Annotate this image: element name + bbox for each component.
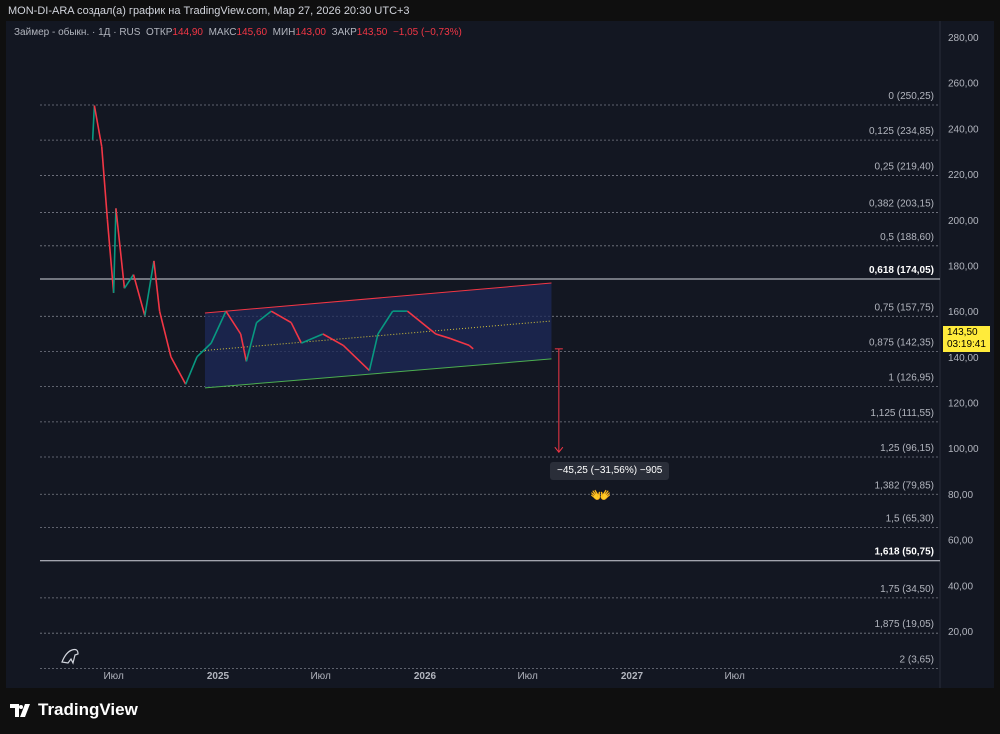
price-segment: [406, 310, 437, 335]
tradingview-logo-icon: [10, 703, 30, 717]
price-segment: [435, 333, 451, 340]
symbol-label[interactable]: Займер - обыкн. · 1Д · RUS: [14, 27, 141, 38]
fib-level-label: 0,875 (142,35): [869, 337, 934, 348]
price-segment: [377, 310, 394, 335]
fib-level-label: 1,25 (96,15): [880, 443, 934, 454]
high-label: МАКС: [208, 27, 237, 38]
price-segment: [100, 146, 109, 220]
brand-name: TradingView: [38, 700, 138, 719]
fib-level-label: 1,382 (79,85): [875, 480, 935, 491]
open-label: ОТКР: [146, 27, 173, 38]
y-tick-label: 180,00: [948, 261, 979, 272]
channel-upper-line: [204, 282, 552, 314]
fib-level-label: 1,875 (19,05): [875, 619, 935, 630]
price-segment: [225, 310, 242, 335]
fib-level-label: 1 (126,95): [888, 373, 934, 384]
open-value: 144,90: [172, 27, 203, 38]
measure-label: −45,25 (−31,56%) −905: [550, 462, 670, 480]
price-segment: [450, 337, 470, 347]
y-tick-label: 120,00: [948, 399, 979, 410]
price-segment: [196, 342, 212, 358]
price-segment: [239, 333, 248, 362]
price-segment: [123, 274, 135, 289]
y-tick-label: 20,00: [948, 627, 973, 638]
fib-level-label: 1,5 (65,30): [886, 514, 934, 525]
fib-level-label: 0,382 (203,15): [869, 199, 934, 210]
fib-level-label: 0,125 (234,85): [869, 126, 934, 137]
y-tick-label: 60,00: [948, 536, 973, 547]
chart-caption: MON-DI-ARA создал(а) график на TradingVi…: [8, 5, 410, 17]
price-segment: [158, 310, 172, 358]
y-tick-label: 280,00: [948, 33, 979, 44]
change-value: −1,05 (−0,73%): [392, 27, 462, 38]
y-tick-label: 260,00: [948, 79, 979, 90]
high-value: 145,60: [236, 27, 268, 38]
fib-level-label: 0,5 (188,60): [880, 232, 934, 243]
fib-level-label: 0,618 (174,05): [869, 265, 934, 276]
x-tick-label: 2025: [207, 671, 230, 682]
price-segment: [256, 310, 272, 324]
x-tick-label: Июл: [103, 671, 123, 682]
price-segment: [144, 260, 155, 316]
y-tick-label: 200,00: [948, 216, 979, 227]
tradingview-logo[interactable]: TradingView: [10, 700, 138, 720]
low-value: 143,00: [295, 27, 326, 38]
price-segment: [153, 260, 161, 312]
y-tick-label: 80,00: [948, 490, 973, 501]
price-segment: [115, 208, 126, 289]
price-segment: [132, 274, 146, 316]
channel-median-line: [204, 320, 552, 351]
price-segment: [290, 322, 303, 344]
price-segment: [210, 310, 227, 344]
price-segment: [368, 333, 379, 371]
y-tick-label: 240,00: [948, 124, 979, 135]
close-value: 143,50: [356, 27, 388, 38]
price-segment: [301, 333, 324, 344]
hands-emoji: 👐: [590, 486, 612, 505]
x-tick-label: 2027: [621, 671, 644, 682]
fib-level-label: 0,25 (219,40): [875, 161, 935, 172]
price-segment: [342, 344, 370, 372]
close-label: ЗАКР: [331, 27, 357, 38]
price-segment: [93, 105, 103, 147]
fib-level-label: 1,75 (34,50): [880, 584, 934, 595]
y-tick-label: 160,00: [948, 307, 979, 318]
price-segment: [468, 344, 474, 350]
price-tag-countdown: 03:19:41: [947, 339, 986, 350]
x-tick-label: 2026: [414, 671, 437, 682]
y-tick-label: 220,00: [948, 170, 979, 181]
measure-arrow-head: [554, 446, 564, 454]
fib-level-label: 0,75 (157,75): [875, 302, 935, 313]
fib-level-label: 1,618 (50,75): [875, 547, 935, 558]
price-segment: [245, 322, 258, 362]
x-tick-label: Июл: [724, 671, 744, 682]
price-segment: [184, 356, 198, 385]
fib-level-label: 1,125 (111,55): [870, 408, 934, 419]
price-segment: [91, 105, 96, 140]
ohlc-legend: Займер - обыкн. · 1Д · RUS ОТКР144,90 МА…: [14, 27, 462, 38]
fib-level-label: 0 (250,25): [888, 91, 934, 102]
price-segment: [270, 310, 292, 324]
price-segment: [112, 208, 117, 293]
low-label: МИН: [272, 27, 296, 38]
price-segment: [322, 333, 344, 347]
dino-icon: [61, 648, 79, 665]
x-tick-label: Июл: [310, 671, 330, 682]
channel-lower-line: [204, 358, 552, 389]
y-tick-label: 40,00: [948, 581, 973, 592]
price-tag-price: 143,50: [947, 327, 978, 338]
fib-level-label: 2 (3,65): [900, 654, 934, 665]
price-segment: [106, 219, 115, 293]
price-segment: [170, 356, 187, 385]
y-tick-label: 140,00: [948, 353, 979, 364]
price-tag: 143,50 03:19:41: [943, 326, 990, 352]
y-tick-label: 100,00: [948, 444, 979, 455]
x-tick-label: Июл: [517, 671, 537, 682]
